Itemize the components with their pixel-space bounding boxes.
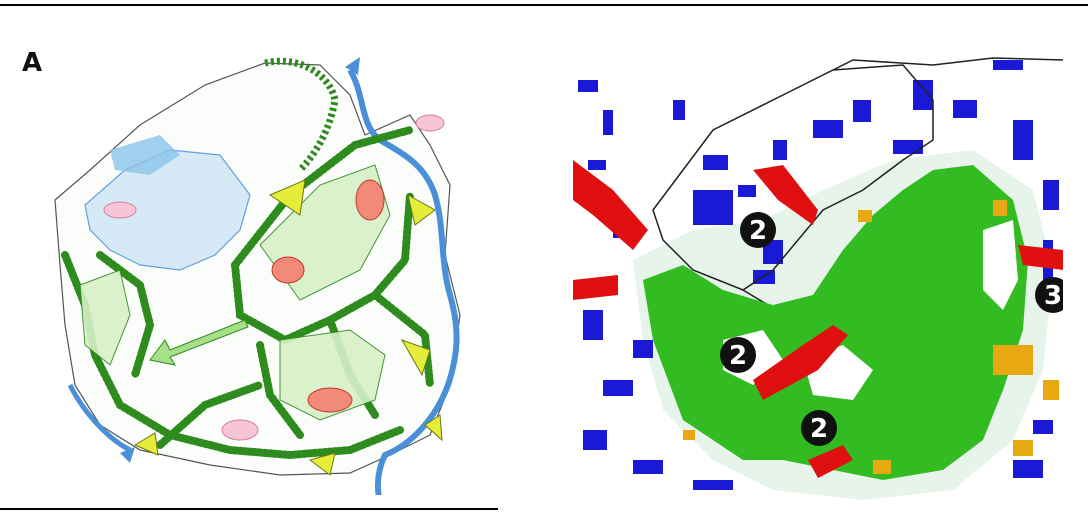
- red-corridor: [1018, 245, 1063, 270]
- sketch-river-arrow-west: [120, 447, 135, 463]
- map-marker[interactable]: 2: [740, 212, 776, 248]
- top-rule: [0, 4, 1088, 6]
- landscape-sketch-map: [54, 57, 461, 495]
- sketch-yellow-arrows: [133, 179, 443, 476]
- red-corridor: [573, 160, 648, 250]
- map-marker[interactable]: 3: [1035, 277, 1063, 313]
- map-marker[interactable]: 2: [801, 410, 837, 446]
- bottom-rule: [0, 508, 498, 510]
- sketch-treeline-north: [264, 57, 339, 173]
- yellow-arrow: [400, 339, 431, 377]
- yellow-arrow: [133, 432, 159, 456]
- yellow-arrow: [407, 194, 436, 226]
- sketch-river-arrow-north: [345, 57, 360, 75]
- red-corridor: [753, 325, 848, 400]
- sketch-river-west: [67, 383, 132, 453]
- sketch-settlements: [103, 114, 445, 441]
- sketch-lake: [110, 135, 180, 175]
- land-use-map: 2 2 2 3: [573, 40, 1063, 510]
- yellow-arrow: [268, 179, 306, 216]
- panel-label-a: A: [22, 48, 43, 78]
- map-marker-label: 2: [749, 216, 767, 246]
- red-corridor: [753, 165, 818, 225]
- map-red-corridors: [573, 160, 1063, 478]
- red-corridor: [573, 275, 618, 300]
- map-marker-label: 3: [1044, 281, 1062, 311]
- red-corridor: [808, 445, 853, 478]
- yellow-arrow: [308, 452, 336, 476]
- map-marker-label: 2: [729, 341, 747, 371]
- map-marker[interactable]: 2: [720, 337, 756, 373]
- map-forest: [643, 165, 1028, 480]
- map-marker-label: 2: [810, 414, 828, 444]
- sketch-green-arrow: [149, 319, 249, 366]
- yellow-arrow: [424, 414, 443, 442]
- map-orange-patches: [683, 200, 1059, 474]
